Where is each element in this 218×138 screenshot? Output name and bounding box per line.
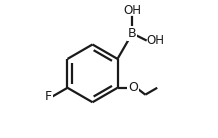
Text: O: O [128, 81, 138, 94]
Text: OH: OH [123, 4, 141, 17]
Text: B: B [128, 27, 136, 40]
Text: F: F [45, 90, 52, 103]
Text: OH: OH [146, 34, 164, 47]
